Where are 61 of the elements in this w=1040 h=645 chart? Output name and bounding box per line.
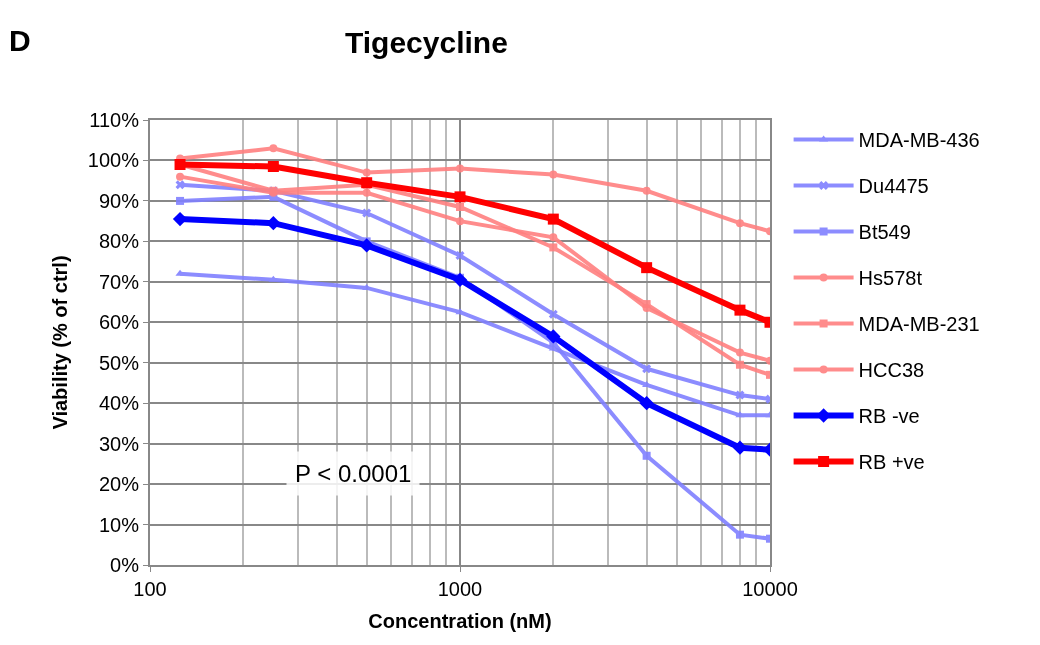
y-tick-label: 90% bbox=[98, 189, 140, 212]
x-axis-title: Concentration (nM) bbox=[368, 610, 552, 632]
point bbox=[639, 396, 654, 411]
point bbox=[735, 530, 744, 539]
y-tick-label: 40% bbox=[98, 392, 140, 415]
point bbox=[176, 172, 185, 181]
y-axis-title: Viability (% of ctrl) bbox=[48, 255, 71, 430]
point bbox=[642, 451, 651, 460]
point bbox=[269, 144, 278, 153]
point bbox=[362, 168, 371, 177]
point bbox=[175, 180, 185, 190]
chart-title: Tigecycline bbox=[344, 26, 508, 60]
point bbox=[456, 217, 464, 226]
point bbox=[452, 272, 468, 287]
point bbox=[642, 300, 651, 309]
y-tick-label: 60% bbox=[98, 311, 140, 334]
legend-label: Bt549 bbox=[858, 221, 911, 244]
point bbox=[548, 309, 558, 319]
point bbox=[546, 329, 561, 344]
y-tick-label: 20% bbox=[98, 473, 140, 496]
y-tick-label: 80% bbox=[98, 230, 140, 253]
point bbox=[456, 202, 464, 211]
point bbox=[642, 186, 651, 195]
point bbox=[547, 213, 559, 225]
point bbox=[549, 233, 558, 242]
x-tick-label: 100 bbox=[133, 578, 167, 600]
legend-label: Hs578t bbox=[858, 267, 923, 290]
y-tick-label: 110% bbox=[89, 109, 140, 131]
point bbox=[735, 348, 744, 357]
legend-label: RB +ve bbox=[858, 451, 925, 474]
y-tick-label: 100% bbox=[87, 149, 140, 172]
point bbox=[734, 304, 746, 316]
point bbox=[549, 170, 558, 179]
point bbox=[735, 360, 744, 369]
annotation: P < 0.0001 bbox=[295, 460, 412, 487]
point bbox=[267, 161, 279, 173]
y-tick-label: 30% bbox=[98, 432, 140, 455]
point bbox=[735, 219, 744, 228]
point bbox=[456, 164, 464, 173]
text: D bbox=[9, 24, 31, 57]
x-tick-label: 10000 bbox=[742, 578, 798, 600]
point bbox=[454, 191, 466, 203]
point bbox=[642, 364, 652, 374]
point bbox=[549, 243, 558, 252]
legend-label: MDA-MB-436 bbox=[858, 129, 980, 152]
point bbox=[455, 251, 465, 261]
point bbox=[735, 390, 745, 400]
y-tick-label: 10% bbox=[98, 513, 140, 536]
legend-label: HCC38 bbox=[858, 359, 925, 382]
point bbox=[359, 238, 374, 253]
legend-label: RB -ve bbox=[858, 405, 920, 428]
y-tick-label: 50% bbox=[98, 351, 140, 374]
point bbox=[176, 196, 185, 205]
legend-label: MDA-MB-231 bbox=[858, 313, 980, 336]
point bbox=[362, 188, 371, 197]
y-tick-label: 70% bbox=[98, 270, 140, 293]
y-tick-label: 0% bbox=[110, 554, 140, 576]
point bbox=[641, 262, 653, 274]
legend-label: Du4475 bbox=[858, 175, 929, 198]
x-tick-label: 1000 bbox=[437, 578, 483, 600]
point bbox=[362, 208, 372, 218]
